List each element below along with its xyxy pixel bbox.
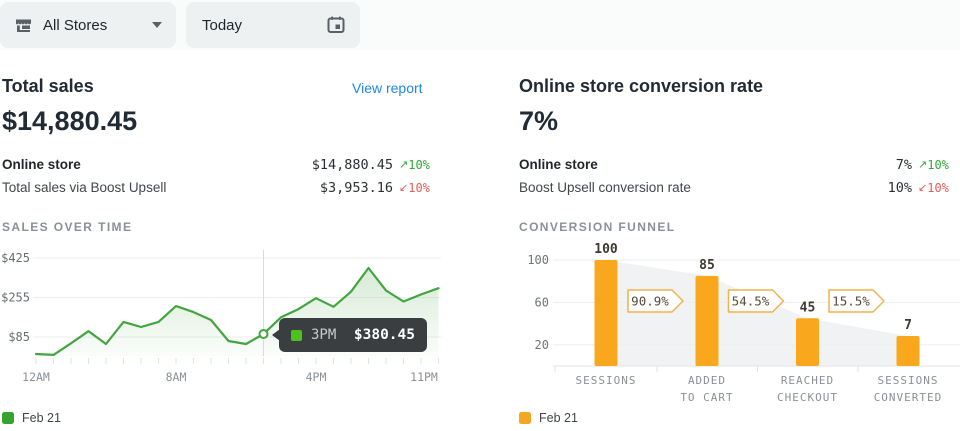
svg-text:SESSIONS: SESSIONS [576, 374, 637, 387]
chart-tooltip: 3PM $380.45 [272, 318, 427, 352]
svg-text:ADDED: ADDED [688, 374, 726, 387]
total-sales-value: $14,880.45 [2, 106, 138, 136]
store-selector-label: All Stores [43, 16, 108, 34]
trend-badge: ↙ 10% [918, 180, 949, 195]
total-sales-title: Total sales [2, 76, 94, 96]
svg-text:CONVERTED: CONVERTED [874, 391, 943, 404]
metric-label: Online store [2, 157, 81, 172]
total-sales-breakdown: Online store $14,880.45 ↗ 10% Total sales… [2, 153, 439, 199]
date-selector-label: Today [202, 16, 243, 34]
trend-badge: ↙ 10% [399, 180, 430, 195]
svg-text:60: 60 [535, 295, 549, 309]
store-selector-dropdown[interactable]: All Stores [0, 2, 176, 48]
storefront-icon [16, 19, 31, 32]
chevron-down-icon [152, 22, 162, 28]
trend-up-arrow-icon: ↗ [918, 158, 928, 171]
svg-text:TO CART: TO CART [680, 391, 733, 404]
svg-text:100: 100 [594, 243, 618, 257]
legend-label: Feb 21 [22, 411, 61, 425]
svg-text:4PM: 4PM [306, 370, 327, 384]
metric-label: Boost Upsell conversion rate [519, 180, 691, 195]
conversion-breakdown: Online store 7% ↗ 10% Boost Upsell conver… [519, 153, 958, 199]
metric-label: Total sales via Boost Upsell [2, 180, 167, 195]
sales-over-time-heading: SALES OVER TIME [2, 220, 133, 234]
conversion-rate-value: 7% [519, 106, 559, 136]
metric-value: $3,953.16 [319, 179, 393, 196]
conversion-rate-title: Online store conversion rate [519, 76, 764, 96]
metric-row-online-store-rate: Online store 7% ↗ 10% [519, 153, 958, 176]
svg-text:20: 20 [535, 338, 549, 352]
metric-row-boost-upsell: Total sales via Boost Upsell $3,953.16 ↙… [2, 176, 439, 199]
svg-text:45: 45 [800, 300, 816, 315]
svg-text:CHECKOUT: CHECKOUT [777, 391, 838, 404]
conversion-funnel-bar-chart[interactable]: 100 60 20 100 85 45 7 90.9% 54.5% 15.5% SESSIONS AD… [519, 243, 960, 408]
trend-down-arrow-icon: ↙ [918, 181, 928, 194]
view-report-link[interactable]: View report [352, 80, 423, 96]
metric-value: 10% [887, 179, 912, 196]
svg-text:8AM: 8AM [166, 370, 187, 384]
svg-text:SESSIONS: SESSIONS [878, 374, 939, 387]
metric-label: Online store [519, 157, 598, 172]
legend-swatch-orange [519, 412, 531, 424]
svg-text:15.5%: 15.5% [832, 294, 870, 309]
calendar-icon [327, 16, 345, 33]
svg-text:90.9%: 90.9% [631, 294, 669, 309]
metric-row-online-store: Online store $14,880.45 ↗ 10% [2, 153, 439, 176]
svg-text:12AM: 12AM [22, 370, 50, 384]
metric-row-boost-upsell-rate: Boost Upsell conversion rate 10% ↙ 10% [519, 176, 958, 199]
conversion-funnel-heading: CONVERSION FUNNEL [519, 220, 676, 234]
svg-text:100: 100 [527, 253, 549, 267]
tooltip-time: 3PM [311, 327, 337, 343]
legend-label: Feb 21 [539, 411, 578, 425]
svg-text:$255: $255 [1, 291, 30, 305]
trend-up-arrow-icon: ↗ [399, 158, 409, 171]
date-selector[interactable]: Today [186, 2, 360, 48]
series-swatch [291, 329, 302, 341]
filter-toolbar: All Stores Today [0, 0, 960, 50]
svg-text:7: 7 [904, 318, 912, 333]
legend-swatch-green [2, 412, 14, 424]
trend-down-arrow-icon: ↙ [399, 181, 409, 194]
tooltip-value: $380.45 [353, 327, 415, 343]
svg-text:$85: $85 [8, 330, 30, 344]
sales-chart-legend: Feb 21 [2, 411, 61, 425]
svg-text:REACHED: REACHED [781, 374, 834, 387]
svg-text:11PM: 11PM [410, 370, 438, 384]
svg-text:$425: $425 [1, 251, 30, 265]
funnel-chart-legend: Feb 21 [519, 411, 578, 425]
sales-over-time-line-chart[interactable]: $425 $255 $85 12AM 8AM 4PM 11PM [0, 246, 442, 388]
trend-badge: ↗ 10% [918, 157, 949, 172]
metric-value: 7% [895, 156, 912, 173]
svg-text:54.5%: 54.5% [732, 294, 770, 309]
svg-text:85: 85 [699, 258, 715, 273]
metric-value: $14,880.45 [311, 156, 393, 173]
trend-badge: ↗ 10% [399, 157, 430, 172]
